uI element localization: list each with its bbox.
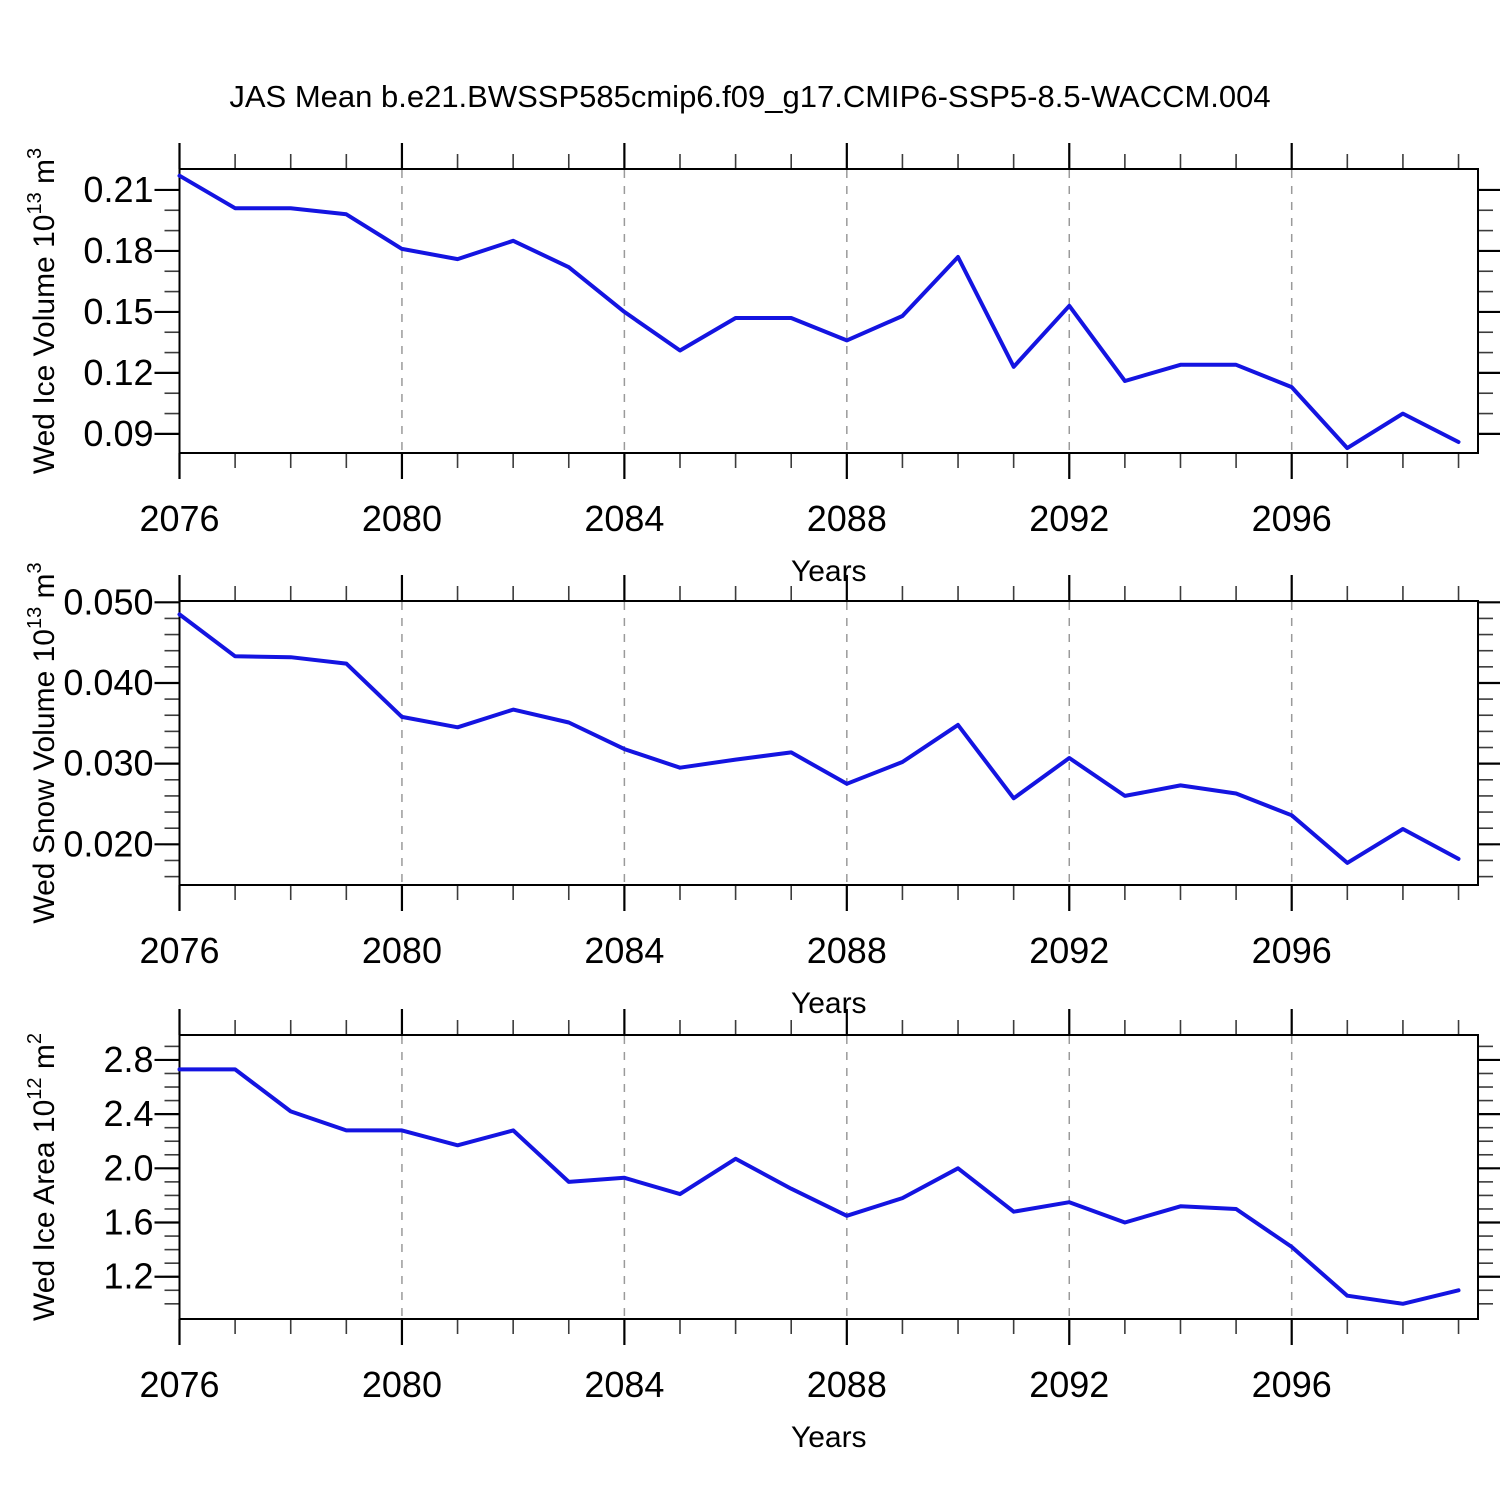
x-tick-label: 2088 — [807, 1364, 887, 1405]
y-tick-label: 2.4 — [103, 1093, 153, 1134]
x-tick-label: 2088 — [807, 930, 887, 971]
x-tick-label: 2084 — [584, 930, 664, 971]
panel-wed-snow-volume: 0.050 0.040 0.030 0.020 2076 2080 2084 2088 2092… — [24, 562, 1500, 1020]
y-tick-label: 0.12 — [83, 352, 153, 393]
x-tick-label: 2080 — [362, 498, 442, 539]
y-axis-title: Wed Snow Volume 1013 m3 — [24, 562, 61, 923]
y-axis-title: Wed Ice Area 1012 m2 — [24, 1033, 61, 1321]
plot-border — [178, 168, 1479, 454]
y-axis-title: Wed Ice Volume 1013 m3 — [24, 148, 61, 474]
y-tick-label: 0.020 — [63, 823, 153, 864]
plot-border — [178, 600, 1479, 886]
x-tick-label: 2096 — [1252, 930, 1332, 971]
panel-wed-ice-volume: 0.21 0.18 0.15 0.12 0.09 2076 2080 2084 2088 2092… — [24, 143, 1500, 588]
y-tick-label: 0.050 — [63, 581, 153, 622]
x-axis-title: Years — [791, 555, 867, 588]
y-tick-label: 0.18 — [83, 230, 153, 271]
x-tick-label: 2084 — [584, 498, 664, 539]
series-line — [177, 173, 1461, 451]
x-tick-label: 2080 — [362, 1364, 442, 1405]
x-tick-label: 2084 — [584, 1364, 664, 1405]
y-tick-label: 0.040 — [63, 662, 153, 703]
y-tick-label: 1.6 — [103, 1202, 153, 1243]
plot-border — [178, 1034, 1479, 1320]
series-line — [177, 1067, 1461, 1306]
y-tick-label: 0.21 — [83, 169, 153, 210]
y-tick-label: 0.09 — [83, 413, 153, 454]
x-tick-label: 2092 — [1029, 498, 1109, 539]
y-tick-label: 1.2 — [103, 1256, 153, 1297]
y-tick-label: 2.8 — [103, 1039, 153, 1080]
y-tick-label: 2.0 — [103, 1147, 153, 1188]
x-tick-label: 2092 — [1029, 1364, 1109, 1405]
x-tick-label: 2076 — [139, 1364, 219, 1405]
y-tick-label: 0.030 — [63, 743, 153, 784]
x-tick-label: 2076 — [139, 930, 219, 971]
x-tick-label: 2096 — [1252, 1364, 1332, 1405]
x-tick-label: 2080 — [362, 930, 442, 971]
x-axis-title: Years — [791, 987, 867, 1020]
x-tick-label: 2088 — [807, 498, 887, 539]
panel-wed-ice-area: 2.8 2.4 2.0 1.6 1.2 2076 2080 2084 2088 2092 2096 Y… — [24, 1009, 1500, 1454]
chart-title: JAS Mean b.e21.BWSSP585cmip6.f09_g17.CMI… — [229, 79, 1270, 114]
x-tick-label: 2096 — [1252, 498, 1332, 539]
x-tick-label: 2076 — [139, 498, 219, 539]
series-line — [177, 612, 1461, 865]
x-tick-label: 2092 — [1029, 930, 1109, 971]
y-tick-label: 0.15 — [83, 291, 153, 332]
x-axis-title: Years — [791, 1421, 867, 1454]
